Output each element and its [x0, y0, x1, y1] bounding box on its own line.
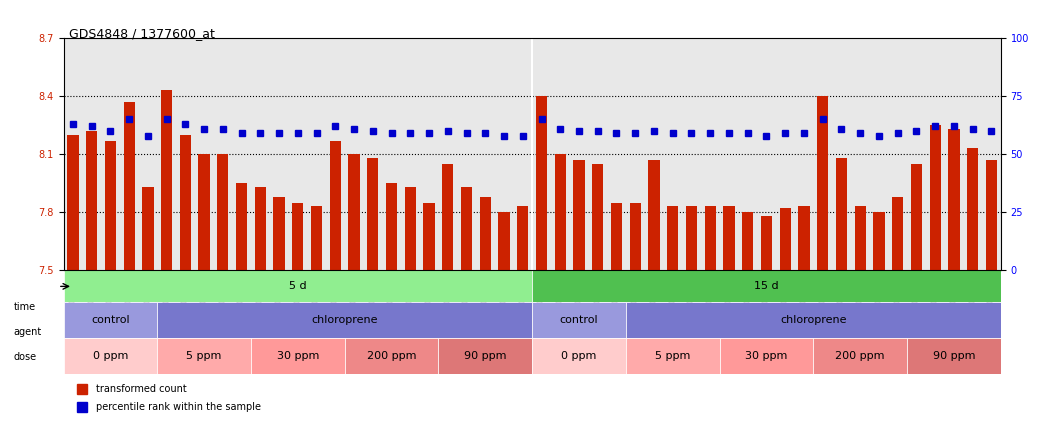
Bar — [461, 187, 472, 270]
FancyBboxPatch shape — [64, 302, 158, 338]
Bar — [255, 187, 266, 270]
Bar — [967, 148, 979, 270]
Text: 200 ppm: 200 ppm — [366, 352, 416, 362]
Text: 30 ppm: 30 ppm — [746, 352, 788, 362]
Bar — [723, 206, 735, 270]
Bar — [948, 129, 959, 270]
Text: 5 ppm: 5 ppm — [186, 352, 221, 362]
Bar — [273, 197, 285, 270]
Text: 15 d: 15 d — [754, 281, 778, 291]
Text: percentile rank within the sample: percentile rank within the sample — [96, 401, 262, 412]
Text: time: time — [14, 302, 36, 312]
Text: 0 ppm: 0 ppm — [561, 352, 596, 362]
Text: chloroprene: chloroprene — [311, 316, 378, 325]
Bar — [536, 96, 548, 270]
Text: control: control — [91, 316, 129, 325]
Bar — [217, 154, 229, 270]
FancyBboxPatch shape — [533, 338, 626, 374]
Bar — [443, 164, 453, 270]
Bar — [311, 206, 322, 270]
Text: 30 ppm: 30 ppm — [276, 352, 319, 362]
Text: transformed count: transformed count — [96, 384, 187, 393]
Bar — [292, 203, 304, 270]
Bar — [611, 203, 622, 270]
Bar — [986, 160, 997, 270]
Bar — [348, 154, 360, 270]
FancyBboxPatch shape — [345, 338, 438, 374]
FancyBboxPatch shape — [533, 270, 1001, 302]
Text: agent: agent — [14, 327, 42, 337]
Bar — [68, 135, 78, 270]
Bar — [667, 206, 679, 270]
Bar — [555, 154, 566, 270]
Text: 5 d: 5 d — [289, 281, 307, 291]
Bar — [424, 203, 434, 270]
Bar — [855, 206, 866, 270]
Bar — [930, 125, 940, 270]
Bar — [892, 197, 903, 270]
Bar — [704, 206, 716, 270]
Bar — [86, 131, 97, 270]
FancyBboxPatch shape — [64, 338, 158, 374]
Bar — [499, 212, 509, 270]
Bar — [517, 206, 528, 270]
Bar — [367, 158, 378, 270]
Bar — [161, 91, 173, 270]
Bar — [142, 187, 154, 270]
Bar — [573, 160, 585, 270]
Text: 90 ppm: 90 ppm — [933, 352, 975, 362]
Text: dose: dose — [14, 352, 37, 363]
Bar — [105, 141, 116, 270]
Bar — [911, 164, 922, 270]
Text: GDS4848 / 1377600_at: GDS4848 / 1377600_at — [69, 27, 215, 41]
Text: 0 ppm: 0 ppm — [93, 352, 128, 362]
Bar — [329, 141, 341, 270]
FancyBboxPatch shape — [438, 338, 533, 374]
FancyBboxPatch shape — [813, 338, 908, 374]
Bar — [385, 183, 397, 270]
FancyBboxPatch shape — [626, 338, 720, 374]
FancyBboxPatch shape — [720, 338, 813, 374]
Bar — [798, 206, 809, 270]
Bar — [405, 187, 416, 270]
Bar — [686, 206, 697, 270]
Bar — [236, 183, 247, 270]
Bar — [124, 102, 134, 270]
Bar — [480, 197, 491, 270]
Bar — [836, 158, 847, 270]
Text: control: control — [560, 316, 598, 325]
Bar — [818, 96, 828, 270]
Text: 5 ppm: 5 ppm — [656, 352, 690, 362]
FancyBboxPatch shape — [158, 338, 251, 374]
Bar — [592, 164, 604, 270]
Text: 90 ppm: 90 ppm — [464, 352, 506, 362]
Bar — [630, 203, 641, 270]
FancyBboxPatch shape — [251, 338, 345, 374]
Bar — [198, 154, 210, 270]
FancyBboxPatch shape — [158, 302, 533, 338]
Text: 200 ppm: 200 ppm — [836, 352, 885, 362]
Bar — [760, 216, 772, 270]
Bar — [779, 209, 791, 270]
FancyBboxPatch shape — [626, 302, 1001, 338]
Bar — [180, 135, 191, 270]
Bar — [648, 160, 660, 270]
FancyBboxPatch shape — [533, 302, 626, 338]
FancyBboxPatch shape — [64, 270, 533, 302]
Text: chloroprene: chloroprene — [780, 316, 846, 325]
Bar — [874, 212, 884, 270]
Bar — [742, 212, 753, 270]
FancyBboxPatch shape — [908, 338, 1001, 374]
